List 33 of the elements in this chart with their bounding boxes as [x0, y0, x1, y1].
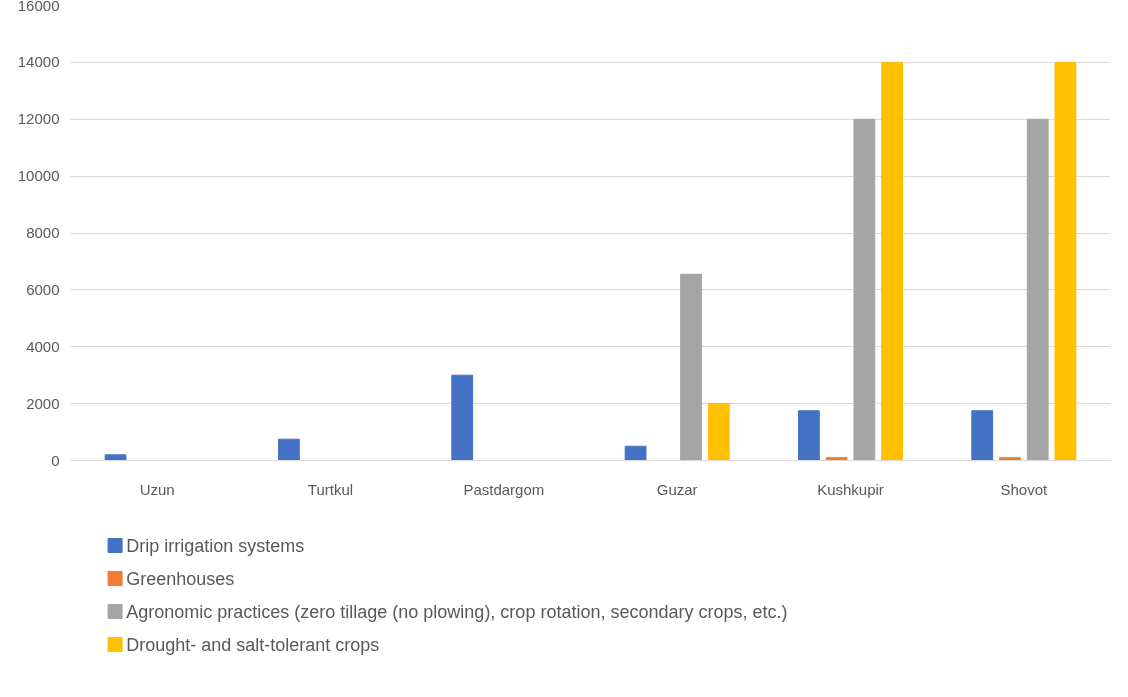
x-tick-label: Kushkupir [817, 480, 884, 498]
y-tick-label: 0 [51, 451, 60, 469]
y-tick-label: 6000 [26, 280, 60, 298]
bar [680, 273, 702, 461]
bar [104, 454, 127, 461]
y-tick-label: 10000 [17, 167, 60, 185]
bar [278, 438, 300, 461]
legend-label: Drip irrigation systems [126, 535, 305, 556]
x-tick-label: Guzar [656, 480, 698, 498]
x-tick-label: Turtkul [307, 480, 354, 498]
y-tick-label: 14000 [17, 53, 60, 71]
x-tick-label: Pastdargom [463, 480, 545, 498]
bar [1054, 61, 1077, 461]
bar [971, 410, 994, 461]
legend-label: Agronomic practices (zero tillage (no plowing), crop rotation, secondary crops, etc.) [126, 601, 788, 622]
y-tick-label: 2000 [26, 394, 60, 412]
bar [451, 374, 474, 461]
legend-label: Greenhouses [126, 568, 235, 589]
y-tick-label: 4000 [26, 337, 60, 355]
y-tick-label: 12000 [17, 110, 60, 128]
bar [1026, 118, 1049, 461]
x-tick-label: Shovot [1000, 480, 1049, 498]
legend-label: Drought- and salt-tolerant crops [126, 634, 380, 655]
bar [881, 61, 903, 461]
x-tick-label: Uzun [139, 480, 175, 498]
bar [999, 457, 1021, 461]
bar [825, 457, 848, 461]
bar [707, 403, 730, 461]
bar [798, 410, 820, 461]
y-tick-label: 8000 [26, 224, 60, 241]
bar [624, 445, 647, 461]
bar [853, 118, 876, 461]
y-tick-label: 16000 [17, 0, 60, 14]
